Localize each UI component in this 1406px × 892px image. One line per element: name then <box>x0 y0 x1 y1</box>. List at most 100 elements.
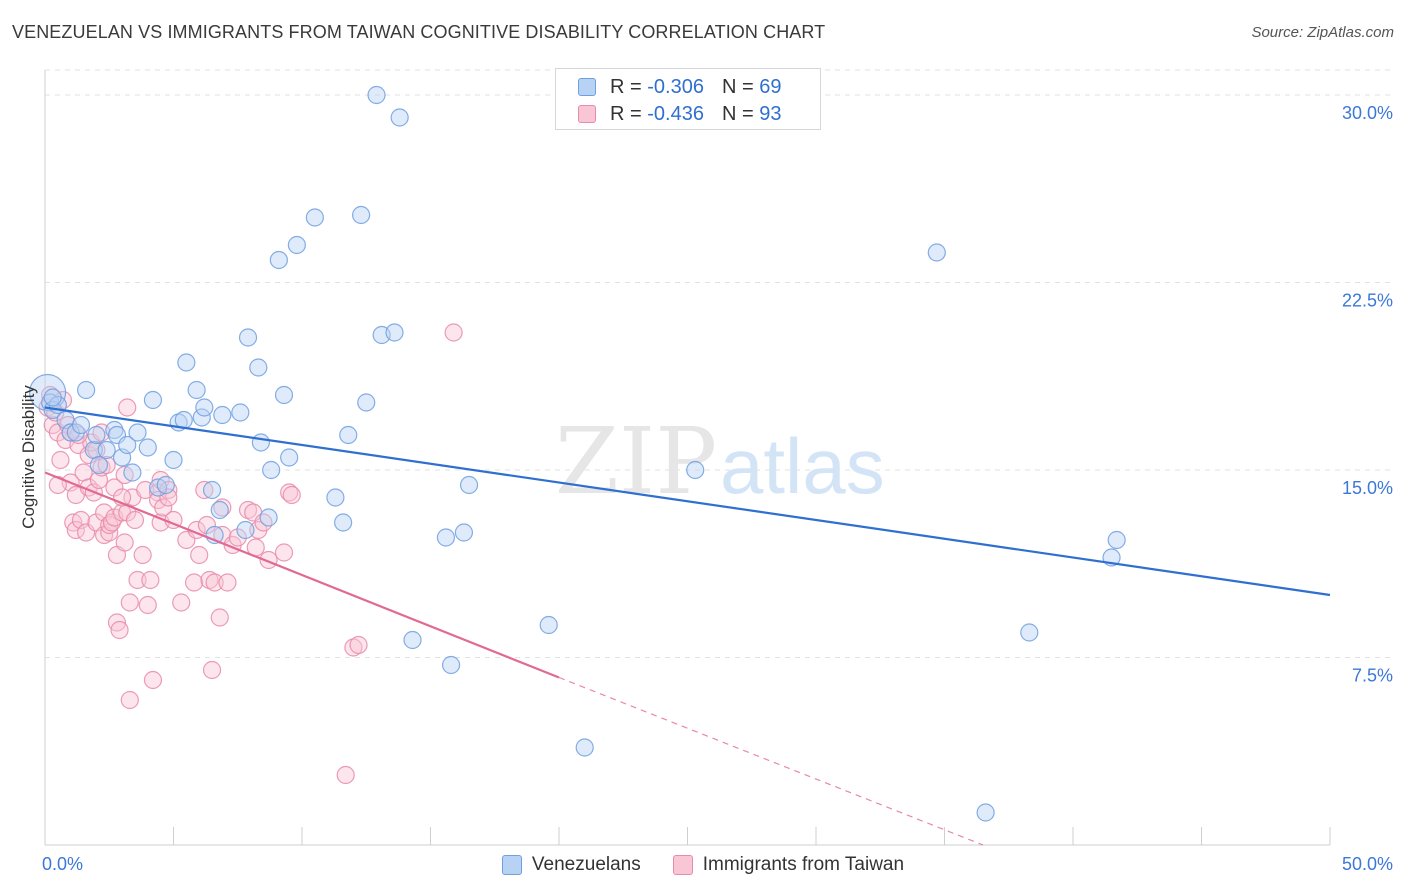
legend-row-venezuelans: R = -0.306 N = 69 <box>578 75 781 99</box>
venezuelans-point <box>262 460 281 480</box>
gridlines <box>45 69 1392 658</box>
venezuelans-point <box>187 380 206 400</box>
y-tick-label: 22.5% <box>1342 291 1393 311</box>
venezuelans-point <box>249 358 268 377</box>
legend-item-venezuelans[interactable]: Venezuelans <box>501 854 641 876</box>
taiwan-point <box>336 765 355 785</box>
taiwan-point <box>115 533 134 552</box>
taiwan-point <box>120 690 139 710</box>
legend-swatch-blue <box>501 855 522 875</box>
venezuelans-point <box>89 455 109 475</box>
legend-n-label: N = <box>721 75 754 98</box>
taiwan-point <box>344 638 363 657</box>
legend-r-value: -0.306 <box>647 75 704 98</box>
series-venezuelans-points <box>28 85 1126 822</box>
venezuelans-point <box>403 630 422 650</box>
taiwan-point <box>120 593 139 612</box>
taiwan-point <box>118 398 137 417</box>
legend-row-taiwan: R = -0.436 N = 93 <box>578 102 781 126</box>
tick-labels: 7.5% 15.0% 22.5% 30.0% 0.0% 50.0% <box>42 103 1393 874</box>
venezuelans-point <box>274 385 294 405</box>
taiwan-trend-extension <box>558 676 984 846</box>
venezuelans-trend-line <box>44 406 1331 597</box>
venezuelans-point <box>156 475 175 495</box>
series-legend: Venezuelans Immigrants from Taiwan <box>0 852 1406 878</box>
venezuelans-point <box>105 420 124 440</box>
venezuelans-point <box>367 85 386 105</box>
venezuelans-point <box>43 388 62 407</box>
taiwan-point <box>51 450 70 470</box>
taiwan-point <box>105 478 124 497</box>
venezuelans-point <box>123 463 142 482</box>
venezuelans-point <box>390 108 409 127</box>
venezuelans-point <box>195 398 214 417</box>
taiwan-point <box>92 458 111 477</box>
taiwan-point <box>97 455 116 475</box>
watermark-atlas: atlas <box>720 422 885 510</box>
venezuelans-point <box>77 380 96 400</box>
legend-swatch-blue <box>578 78 596 96</box>
legend-label-taiwan: Immigrants from Taiwan <box>702 854 905 875</box>
y-tick-label: 7.5% <box>1352 666 1393 686</box>
venezuelans-point <box>436 528 456 547</box>
venezuelans-point <box>441 655 461 675</box>
taiwan-point <box>238 500 258 520</box>
venezuelans-point <box>177 353 196 372</box>
venezuelans-point <box>357 393 376 412</box>
taiwan-point <box>213 498 232 517</box>
venezuelans-point <box>213 405 232 425</box>
legend-swatch-pink <box>578 105 596 123</box>
venezuelans-point <box>976 803 995 822</box>
taiwan-point <box>133 545 152 565</box>
venezuelans-point <box>927 243 946 262</box>
venezuelans-point <box>238 328 258 347</box>
taiwan-point <box>184 573 204 592</box>
correlation-legend: R = -0.306 N = 69 R = -0.436 N = 93 <box>555 68 821 130</box>
taiwan-point <box>280 483 299 502</box>
taiwan-point <box>128 570 147 590</box>
y-tick-label: 15.0% <box>1342 478 1393 498</box>
venezuelans-point <box>352 205 371 225</box>
legend-r-label: R = <box>610 102 642 125</box>
legend-item-taiwan[interactable]: Immigrants from Taiwan <box>672 854 905 876</box>
taiwan-point <box>190 545 209 565</box>
x-tick-label-right: 50.0% <box>1342 854 1393 874</box>
taiwan-point <box>172 593 191 612</box>
venezuelans-point <box>236 520 255 540</box>
venezuelans-point <box>287 235 306 255</box>
venezuelans-point <box>61 423 80 442</box>
venezuelans-point <box>210 500 229 520</box>
taiwan-point <box>141 570 160 590</box>
venezuelans-point <box>539 615 558 635</box>
taiwan-point <box>138 595 157 615</box>
taiwan-point <box>274 543 294 562</box>
venezuelans-point <box>251 433 270 452</box>
trend-lines <box>44 406 1331 846</box>
legend-r-label: R = <box>610 75 642 98</box>
venezuelans-point <box>138 438 157 457</box>
taiwan-point <box>218 573 237 592</box>
venezuelans-point <box>1107 530 1126 550</box>
venezuelans-point <box>334 513 353 532</box>
watermark: ZIP atlas <box>555 408 885 515</box>
venezuelans-point <box>459 475 479 495</box>
venezuelans-point <box>575 738 594 757</box>
legend-label-venezuelans: Venezuelans <box>531 854 641 875</box>
x-tick-label-left: 0.0% <box>42 854 83 874</box>
legend-n-value: 93 <box>759 102 782 125</box>
venezuelans-point <box>1020 623 1039 642</box>
venezuelans-point <box>326 488 345 507</box>
taiwan-point <box>349 635 368 655</box>
taiwan-point <box>444 323 463 342</box>
venezuelans-point <box>164 450 183 470</box>
venezuelans-point <box>686 460 705 480</box>
venezuelans-point <box>339 425 358 445</box>
watermark-zip: ZIP <box>555 408 717 515</box>
taiwan-point <box>254 513 273 532</box>
venezuelans-point <box>305 208 324 227</box>
venezuelans-point <box>280 448 299 467</box>
y-axis-label: Cognitive Disability <box>19 385 38 529</box>
taiwan-trend-line <box>44 471 560 679</box>
taiwan-point <box>125 510 145 530</box>
